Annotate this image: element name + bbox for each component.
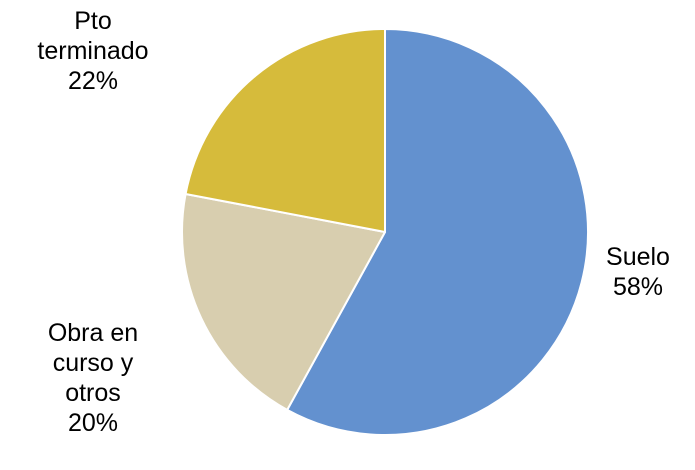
slice-label-line: Pto xyxy=(74,7,112,35)
slice-percent: 20% xyxy=(67,409,119,437)
slice-label-line: Obra en xyxy=(47,319,139,347)
slice-label-pto-terminado: Pto terminado 22% xyxy=(18,6,168,96)
pie-slice-pto-terminado xyxy=(184,28,386,233)
pie-slice-obra-en-curso-y-otros xyxy=(181,192,386,411)
slice-label-line: otros xyxy=(65,379,121,407)
slice-label-suelo: Suelo 58% xyxy=(598,242,678,302)
slice-percent: 58% xyxy=(612,273,664,301)
slice-label-line: curso y xyxy=(52,349,134,377)
slice-percent: 22% xyxy=(67,67,119,95)
slice-label-line: Suelo xyxy=(606,243,670,271)
slice-label-obra-en-curso-y-otros: Obra en curso y otros 20% xyxy=(18,318,168,438)
pie-slice-suelo xyxy=(286,28,589,436)
slice-label-line: terminado xyxy=(37,37,149,65)
